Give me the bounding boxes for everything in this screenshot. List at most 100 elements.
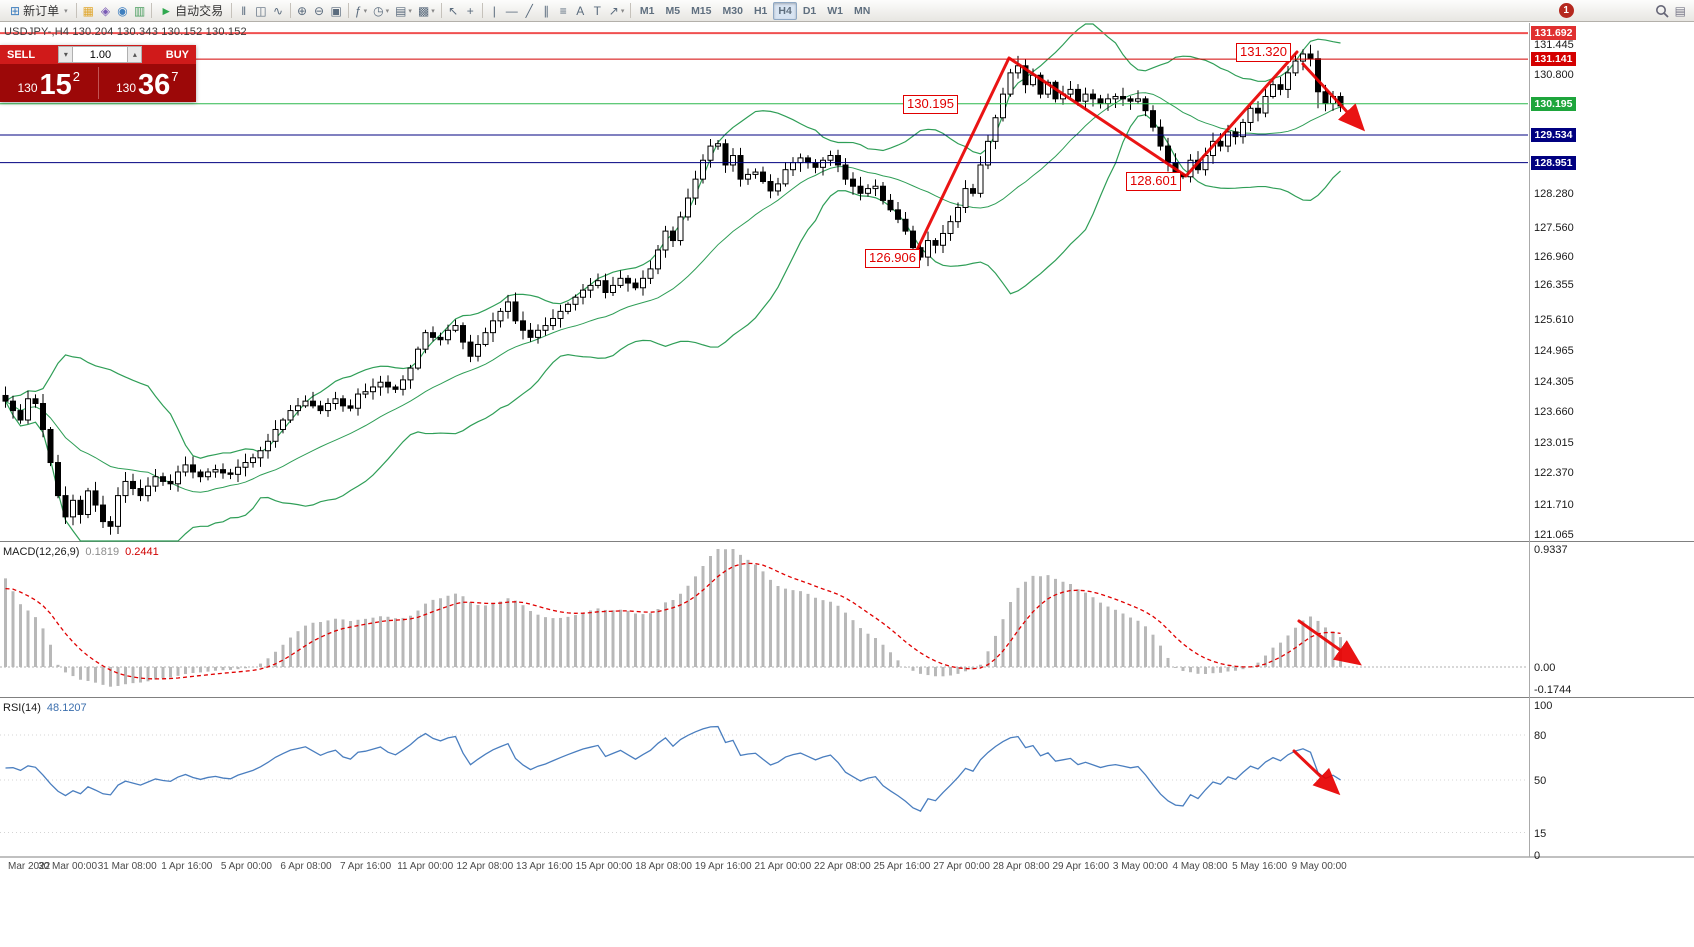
line-chart-button[interactable]: ∿ [270,2,287,20]
search-button[interactable] [1652,2,1672,20]
market-watch-button[interactable]: ◉ [114,2,131,20]
timeframe-m15-button[interactable]: M15 [686,2,717,20]
sell-pipette: 2 [72,69,81,84]
profiles-icon: ◈ [100,3,111,18]
zoom-in-icon: ⊕ [297,3,308,18]
cursor-button[interactable]: ↖ [445,2,462,20]
one-click-trading-panel: SELL ▾ ▴ BUY 130 15 2 130 36 7 [0,45,196,102]
candlestick-chart-button[interactable]: ◫ [252,2,269,20]
trendline-button[interactable]: ╱ [521,2,538,20]
price-divider [97,67,99,99]
timeframe-d1-button[interactable]: D1 [797,2,821,20]
toolbar-separator [440,3,442,18]
zoom-in-button[interactable]: ⊕ [294,2,311,20]
horizontal-line-button[interactable]: — [503,2,521,20]
volume-decrease-button[interactable]: ▾ [58,46,74,63]
toolbar-separator [151,3,153,18]
toolbar-separator [231,3,233,18]
sell-button[interactable]: SELL [0,45,43,64]
tile-windows-button[interactable]: ▣ [328,2,345,20]
vertical-line-button[interactable]: | [486,2,503,20]
trend-annotations[interactable] [914,50,1366,796]
timeframe-h1-button[interactable]: H1 [748,2,772,20]
buy-pipette: 7 [171,69,179,84]
new-order-button[interactable]: ⊞ 新订单 ▾ [5,2,73,20]
line-chart-icon: ∿ [273,3,284,18]
play-icon: ► [160,3,173,18]
workspace-icon: ▤ [1674,3,1686,18]
notification-badge[interactable]: 1 [1558,3,1574,18]
terminal-icon: ▥ [133,3,146,18]
volume-increase-button[interactable]: ▴ [127,46,143,63]
terminal-button[interactable]: ▥ [131,2,148,20]
market-watch-icon: ◉ [117,3,128,18]
indicators-icon: ƒ [354,3,362,18]
timeframe-mn-button[interactable]: MN [849,2,876,20]
indicators-button[interactable]: ƒ ▾ [352,2,370,20]
macd-indicator [0,549,1528,687]
crosshair-button[interactable]: + [462,2,479,20]
volume-stepper: ▾ ▴ [42,45,159,64]
zoom-out-button[interactable]: ⊖ [311,2,328,20]
toolbar-separator [75,3,77,18]
bar-chart-button[interactable]: ‖ [235,2,252,20]
snapshot-icon: ▩ [417,3,430,18]
fibonacci-button[interactable]: ≡ [555,2,572,20]
toolbar-separator [347,3,349,18]
timeframe-m5-button[interactable]: M5 [660,2,686,20]
arrows-icon: ↗ [608,3,619,18]
crosshair-icon: + [466,3,474,18]
candlestick-chart-icon: ◫ [255,3,267,18]
zoom-out-icon: ⊖ [314,3,325,18]
charts-grid-button[interactable]: ▦ [80,2,97,20]
auto-trading-button[interactable]: ► 自动交易 [155,2,228,20]
price-marker-lines[interactable] [0,32,1528,164]
channel-icon: ∥ [543,3,550,18]
snapshot-button[interactable]: ▩ ▾ [415,2,438,20]
label-button[interactable]: T [589,2,606,20]
new-order-icon: ⊞ [10,3,21,18]
periods-button[interactable]: ◷ ▾ [370,2,392,20]
horizontal-line-icon: — [505,3,518,18]
volume-input[interactable] [73,46,128,63]
sell-price-display[interactable]: 130 15 2 [0,64,98,102]
workspace-button[interactable]: ▤ [1672,2,1689,20]
channel-button[interactable]: ∥ [538,2,555,20]
charts-grid-icon: ▦ [82,3,94,18]
profiles-button[interactable]: ◈ [97,2,114,20]
buy-pips: 36 [138,69,171,101]
buy-big-figure: 130 [115,81,137,95]
toolbar-separator [630,3,632,18]
label-icon: T [593,3,601,18]
buy-button[interactable]: BUY [158,45,196,64]
timeframe-m1-button[interactable]: M1 [634,2,660,20]
tile-windows-icon: ▣ [330,3,342,18]
timeframe-m30-button[interactable]: M30 [717,2,748,20]
toolbar: ⊞ 新订单 ▾ ▦ ◈ ◉ ▥ ► 自动交易 ‖ ◫ ∿ ⊕ ⊖ ▣ ƒ ▾ ◷ ▾ ▤ ▾ ▩ ▾ ↖ + | — ╱ ∥ ≡ A T ↗ ▾ M… [0,0,1694,22]
timeframe-w1-button[interactable]: W1 [822,2,849,20]
toolbar-separator [289,3,291,18]
search-icon [1655,4,1669,18]
rsi-indicator [0,725,1528,833]
vertical-line-icon: | [492,3,496,18]
arrows-button[interactable]: ↗ ▾ [606,2,628,20]
bar-chart-icon: ‖ [241,3,247,18]
trendline-icon: ╱ [525,3,533,18]
timeframe-h4-button[interactable]: H4 [772,1,798,20]
trade-panel-prices: 130 15 2 130 36 7 [0,64,196,102]
sell-pips: 15 [39,69,72,101]
trade-panel-controls: SELL ▾ ▴ BUY [0,45,196,64]
candles [2,44,1344,535]
fibonacci-icon: ≡ [559,3,567,18]
text-icon: A [576,3,585,18]
panel-frame [0,23,1694,858]
sell-big-figure: 130 [17,81,38,95]
periods-icon: ◷ [373,3,384,18]
text-button[interactable]: A [572,2,589,20]
cursor-icon: ↖ [448,3,459,18]
templates-icon: ▤ [395,3,407,18]
templates-button[interactable]: ▤ ▾ [392,2,415,20]
buy-price-display[interactable]: 130 36 7 [99,64,197,102]
toolbar-separator [481,3,483,18]
